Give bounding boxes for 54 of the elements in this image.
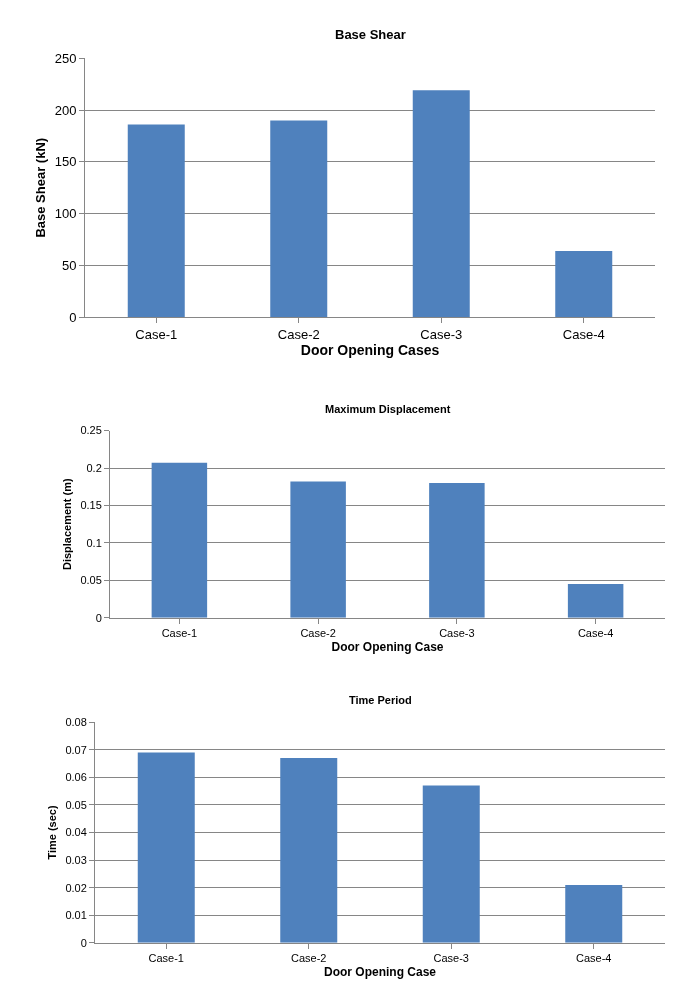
x-tick-label: Case-1: [135, 326, 178, 342]
x-tick-label: Case-4: [577, 626, 614, 639]
y-tick-label: 100: [54, 206, 77, 222]
x-tick-label: Case-2: [300, 626, 336, 639]
bar: [412, 90, 470, 318]
y-tick-label: 0: [95, 611, 102, 624]
y-tick-label: 250: [54, 50, 77, 66]
y-tick-label: 150: [54, 154, 77, 170]
x-axis-title: Door Opening Case: [323, 964, 437, 979]
chart-title: Maximum Displacement: [325, 403, 451, 415]
x-tick-label: Case-1: [161, 626, 198, 639]
x-tick-label: Case-2: [277, 326, 320, 342]
bar: [127, 124, 185, 318]
y-tick-label: 200: [54, 102, 77, 118]
bar: [565, 884, 623, 943]
bar: [422, 785, 480, 943]
bar: [567, 584, 624, 618]
bar: [290, 481, 346, 618]
y-tick-label: 0.04: [65, 826, 87, 839]
bar: [137, 752, 195, 943]
y-tick-label: 0.07: [65, 743, 87, 756]
y-tick-label: 50: [61, 258, 77, 274]
x-tick-label: Case-4: [562, 326, 605, 342]
x-tick-label: Case-1: [148, 952, 184, 965]
y-tick-label: 0.06: [65, 771, 87, 784]
y-tick-label: 0.03: [65, 853, 87, 866]
bar: [555, 250, 613, 318]
chart-title: Time Period: [349, 694, 412, 706]
x-tick-label: Case-2: [291, 952, 327, 965]
y-axis-title: Base Shear (kN): [32, 137, 48, 238]
x-tick-label: Case-3: [439, 626, 475, 639]
x-tick-label: Case-4: [576, 952, 612, 965]
y-tick-label: 0.08: [65, 716, 87, 729]
y-tick-label: 0.05: [65, 798, 87, 811]
y-tick-label: 0: [69, 309, 77, 325]
bar: [429, 482, 485, 618]
y-tick-label: 0.15: [80, 499, 102, 512]
y-tick-label: 0.25: [80, 424, 102, 437]
x-axis-title: Door Opening Case: [331, 639, 444, 654]
y-tick-label: 0.01: [65, 909, 87, 922]
y-tick-label: 0.02: [65, 881, 87, 894]
chart-title: Base Shear: [335, 27, 406, 42]
y-axis-title: Displacement (m): [61, 477, 74, 571]
bar: [151, 462, 208, 618]
x-tick-label: Case-3: [433, 952, 469, 965]
bar: [270, 120, 328, 318]
y-tick-label: 0.05: [80, 574, 102, 587]
y-tick-label: 0: [80, 936, 87, 949]
bar: [280, 758, 338, 943]
y-tick-label: 0.1: [86, 536, 102, 549]
y-axis-title: Time (sec): [46, 805, 59, 860]
x-axis-title: Door Opening Cases: [300, 342, 440, 359]
y-tick-label: 0.2: [86, 461, 102, 474]
x-tick-label: Case-3: [420, 326, 463, 342]
